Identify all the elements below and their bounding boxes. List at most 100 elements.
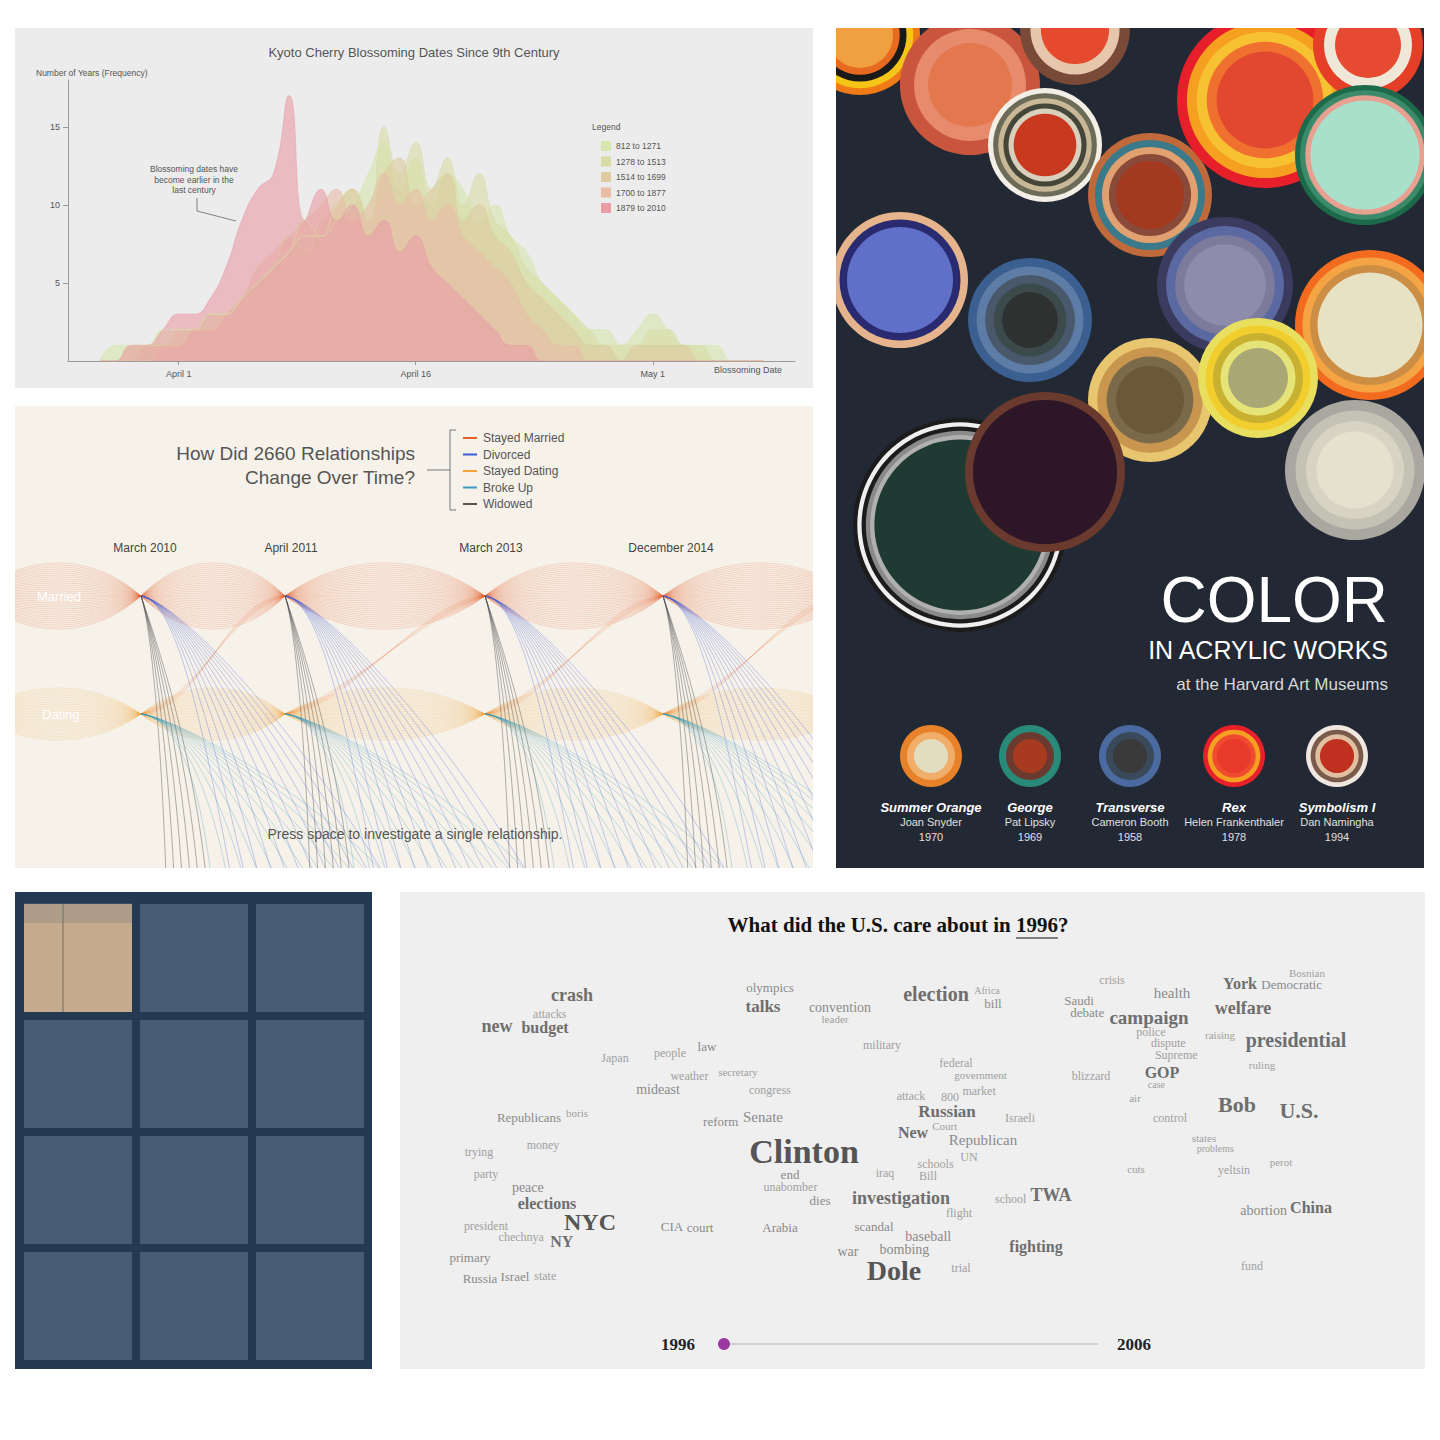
- svg-text:schools: schools: [918, 1157, 954, 1171]
- svg-text:15: 15: [50, 122, 60, 132]
- svg-text:2006: 2006: [1117, 1335, 1151, 1354]
- svg-text:Dating: Dating: [42, 707, 80, 722]
- svg-text:last century: last century: [172, 185, 216, 195]
- svg-text:George: George: [1007, 800, 1053, 815]
- svg-text:Dan Namingha: Dan Namingha: [1300, 816, 1374, 828]
- svg-text:unabomber: unabomber: [763, 1180, 817, 1194]
- svg-text:attack: attack: [897, 1089, 926, 1103]
- svg-text:Arabia: Arabia: [762, 1220, 798, 1235]
- svg-text:bombing: bombing: [880, 1242, 930, 1257]
- svg-text:NY: NY: [550, 1233, 574, 1250]
- svg-text:become earlier in the: become earlier in the: [154, 175, 234, 185]
- svg-text:cuts: cuts: [1127, 1163, 1145, 1175]
- svg-text:800: 800: [941, 1090, 959, 1104]
- svg-text:1879 to 2010: 1879 to 2010: [616, 203, 666, 213]
- svg-text:1994: 1994: [1325, 831, 1349, 843]
- svg-text:Summer Orange: Summer Orange: [880, 800, 981, 815]
- svg-text:May 1: May 1: [641, 369, 666, 379]
- svg-text:baseball: baseball: [905, 1229, 951, 1244]
- svg-text:IN ACRYLIC WORKS: IN ACRYLIC WORKS: [1148, 636, 1388, 664]
- svg-text:Divorced: Divorced: [483, 448, 530, 462]
- svg-text:problems: problems: [1197, 1143, 1234, 1154]
- svg-text:scandal: scandal: [855, 1219, 894, 1234]
- svg-text:new: new: [482, 1016, 513, 1036]
- svg-text:Senate: Senate: [743, 1109, 783, 1125]
- svg-text:state: state: [534, 1269, 556, 1283]
- svg-text:fighting: fighting: [1009, 1238, 1062, 1256]
- svg-text:April 2011: April 2011: [264, 541, 317, 555]
- svg-text:law: law: [698, 1039, 717, 1054]
- svg-text:Bill: Bill: [919, 1169, 938, 1183]
- svg-text:trial: trial: [951, 1261, 971, 1275]
- svg-text:Transverse: Transverse: [1095, 800, 1164, 815]
- svg-text:olympics: olympics: [746, 980, 794, 995]
- svg-text:at the Harvard Art Museums: at the Harvard Art Museums: [1176, 675, 1388, 694]
- svg-text:congress: congress: [749, 1083, 791, 1097]
- svg-text:government: government: [954, 1069, 1007, 1081]
- svg-text:Stayed Dating: Stayed Dating: [483, 464, 558, 478]
- svg-text:10: 10: [50, 200, 60, 210]
- svg-text:812 to 1271: 812 to 1271: [616, 141, 661, 151]
- svg-text:TWA: TWA: [1030, 1185, 1071, 1205]
- svg-text:Court: Court: [932, 1120, 957, 1132]
- svg-text:March 2010: March 2010: [113, 541, 177, 555]
- svg-text:1969: 1969: [1018, 831, 1042, 843]
- svg-text:money: money: [527, 1138, 560, 1152]
- svg-text:April 1: April 1: [166, 369, 192, 379]
- svg-text:control: control: [1153, 1111, 1188, 1125]
- svg-text:Number of Years (Frequency): Number of Years (Frequency): [36, 68, 148, 78]
- svg-text:How Did 2660 Relationships: How Did 2660 Relationships: [176, 443, 415, 464]
- svg-text:Bosnian: Bosnian: [1289, 967, 1326, 979]
- svg-text:debate: debate: [1070, 1005, 1104, 1020]
- svg-text:Israel: Israel: [500, 1269, 529, 1284]
- svg-text:primary: primary: [449, 1250, 491, 1265]
- svg-text:Israeli: Israeli: [1005, 1111, 1036, 1125]
- svg-text:Rex: Rex: [1222, 800, 1247, 815]
- svg-text:York: York: [1223, 975, 1257, 992]
- svg-text:court: court: [687, 1220, 714, 1235]
- svg-text:Blossoming Date: Blossoming Date: [714, 365, 782, 375]
- svg-text:Joan Snyder: Joan Snyder: [900, 816, 962, 828]
- svg-text:air: air: [1129, 1092, 1141, 1104]
- svg-text:Symbolism I: Symbolism I: [1299, 800, 1376, 815]
- svg-text:Press space to investigate a s: Press space to investigate a single rela…: [268, 826, 563, 842]
- svg-text:fund: fund: [1241, 1259, 1263, 1273]
- svg-text:people: people: [654, 1046, 686, 1060]
- svg-text:chechnya: chechnya: [499, 1230, 545, 1244]
- svg-text:federal: federal: [939, 1056, 973, 1070]
- svg-text:welfare: welfare: [1215, 998, 1272, 1018]
- svg-text:1700 to 1877: 1700 to 1877: [616, 188, 666, 198]
- svg-text:boris: boris: [566, 1107, 588, 1119]
- svg-text:attacks: attacks: [533, 1007, 567, 1021]
- svg-text:health: health: [1154, 985, 1191, 1001]
- svg-text:Stayed Married: Stayed Married: [483, 431, 564, 445]
- svg-text:COLOR: COLOR: [1160, 564, 1388, 636]
- svg-text:Bob: Bob: [1218, 1092, 1256, 1117]
- svg-text:party: party: [474, 1167, 499, 1181]
- svg-text:1996: 1996: [661, 1335, 695, 1354]
- svg-text:Broke Up: Broke Up: [483, 481, 533, 495]
- svg-text:crisis: crisis: [1099, 973, 1125, 987]
- svg-text:talks: talks: [746, 997, 781, 1016]
- svg-text:iraq: iraq: [876, 1166, 895, 1180]
- svg-text:Supreme: Supreme: [1155, 1048, 1198, 1062]
- svg-text:China: China: [1290, 1199, 1332, 1216]
- svg-text:military: military: [863, 1038, 901, 1052]
- svg-text:CIA: CIA: [661, 1219, 684, 1234]
- svg-text:trying: trying: [465, 1145, 494, 1159]
- svg-text:abortion: abortion: [1240, 1203, 1287, 1218]
- svg-text:peace: peace: [512, 1180, 544, 1195]
- svg-text:Pat Lipsky: Pat Lipsky: [1005, 816, 1056, 828]
- svg-text:Dole: Dole: [867, 1255, 921, 1286]
- svg-text:election: election: [903, 983, 969, 1005]
- svg-text:Russia: Russia: [463, 1271, 498, 1286]
- svg-text:Cameron Booth: Cameron Booth: [1091, 816, 1168, 828]
- svg-text:April 16: April 16: [400, 369, 431, 379]
- svg-text:blizzard: blizzard: [1072, 1069, 1111, 1083]
- svg-text:Democratic: Democratic: [1261, 977, 1322, 992]
- svg-text:1978: 1978: [1222, 831, 1246, 843]
- svg-text:case: case: [1148, 1079, 1166, 1090]
- svg-text:Russian: Russian: [918, 1102, 976, 1121]
- svg-text:Legend: Legend: [592, 122, 621, 132]
- svg-text:New: New: [898, 1124, 929, 1141]
